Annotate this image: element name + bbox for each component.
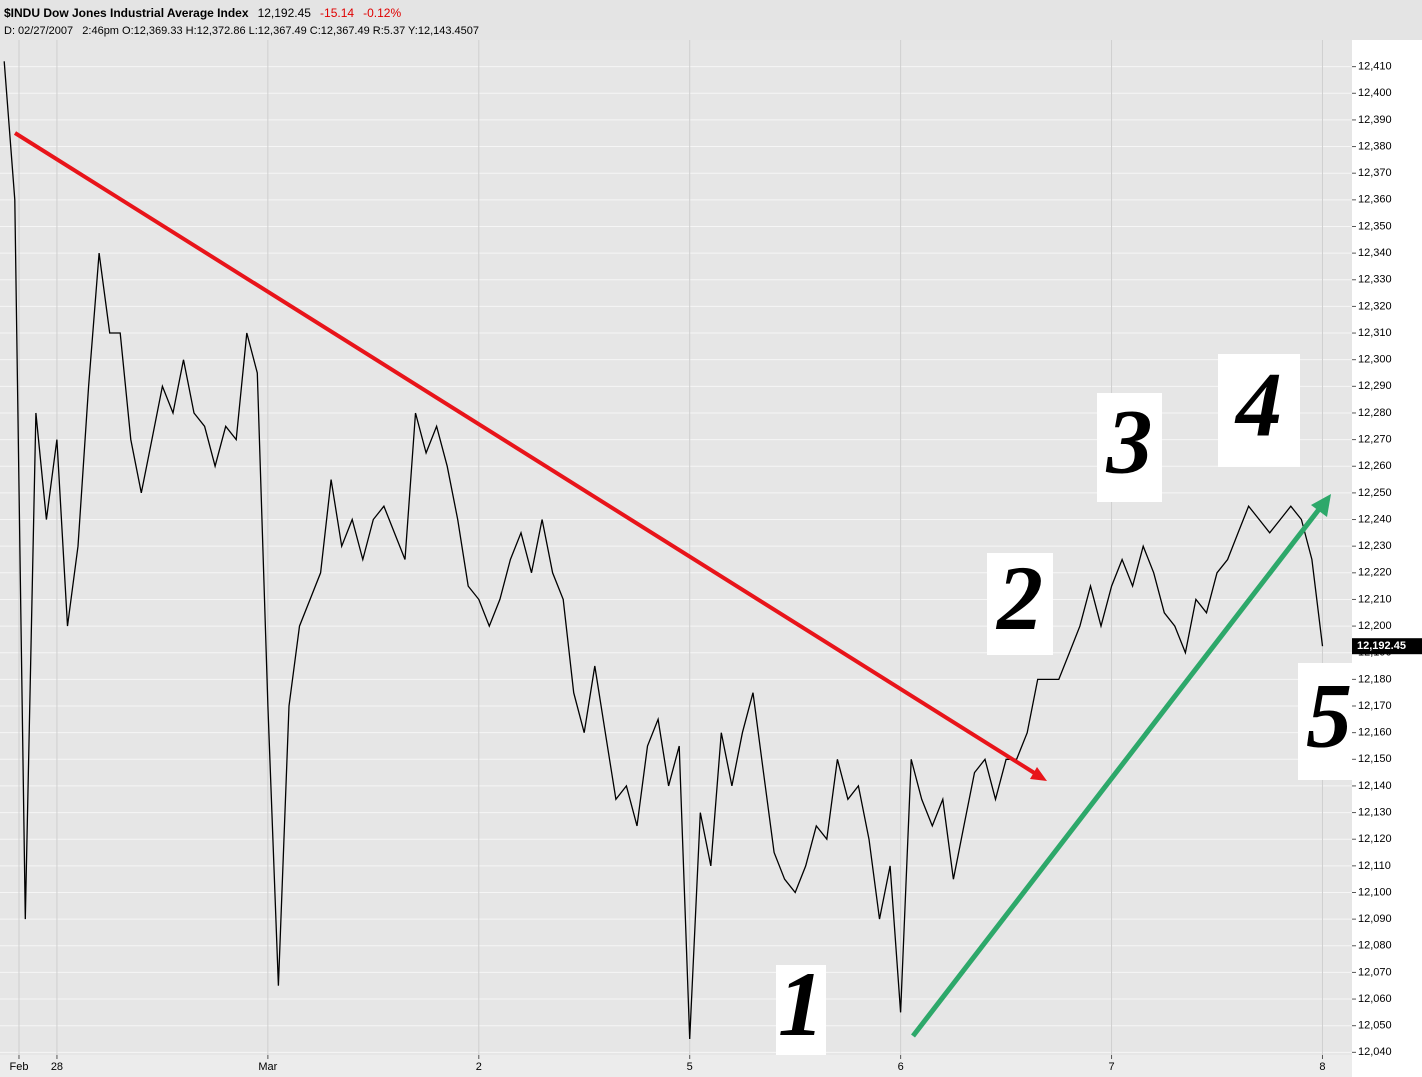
y-tick-label: 12,320: [1358, 300, 1392, 312]
y-tick-label: 12,120: [1358, 833, 1392, 845]
annotation-box: [987, 553, 1053, 655]
price-change: -15.14: [320, 6, 354, 20]
annotation-number: 4: [1234, 354, 1282, 456]
annotation-box: [1218, 354, 1300, 467]
annotation-box: [1298, 663, 1360, 780]
y-tick-label: 12,370: [1358, 167, 1392, 179]
y-tick-label: 12,410: [1358, 61, 1392, 73]
header-bar: [0, 0, 1422, 40]
y-tick-label: 12,110: [1358, 860, 1391, 872]
y-tick-label: 12,310: [1358, 327, 1392, 339]
annotations: 1 23 4 5: [776, 354, 1360, 1055]
y-tick-label: 12,160: [1358, 727, 1392, 739]
annotation-box: [776, 965, 826, 1055]
x-tick-label: 2: [476, 1061, 482, 1073]
y-tick-label: 12,090: [1358, 913, 1392, 925]
y-tick-label: 12,250: [1358, 487, 1392, 499]
y-tick-label: 12,220: [1358, 567, 1392, 579]
green-arrowhead: [1311, 494, 1331, 517]
y-tick-label: 12,130: [1358, 806, 1392, 818]
y-tick-label: 12,210: [1358, 593, 1392, 605]
x-axis-area: [0, 1055, 1352, 1077]
y-tick-label: 12,150: [1358, 753, 1392, 765]
x-tick-label: Mar: [258, 1061, 277, 1073]
plot: [3, 61, 1324, 1040]
last-price: 12,192.45: [258, 6, 312, 20]
y-tick-label: 12,050: [1358, 1020, 1392, 1032]
price-change-pct: -0.12%: [363, 6, 401, 20]
y-tick-label: 12,100: [1358, 886, 1392, 898]
x-tick-label: Feb: [9, 1061, 28, 1073]
y-tick-label: 12,230: [1358, 540, 1392, 552]
x-tick-label: 8: [1319, 1061, 1325, 1073]
y-tick-label: 12,300: [1358, 354, 1392, 366]
y-tick-label: 12,350: [1358, 220, 1392, 232]
y-tick-label: 12,080: [1358, 940, 1392, 952]
green-trendline: [911, 506, 1322, 1038]
last-price-box: [1352, 638, 1422, 655]
price-line: [3, 61, 1324, 1040]
last-price-label: 12,192.45: [1357, 640, 1406, 652]
y-tick-label: 12,040: [1358, 1046, 1392, 1058]
y-tick-label: 12,070: [1358, 966, 1392, 978]
x-tick-label: 7: [1108, 1061, 1114, 1073]
y-tick-label: 12,280: [1358, 407, 1392, 419]
y-tick-label: 12,060: [1358, 993, 1392, 1005]
y-tick-label: 12,180: [1358, 673, 1392, 685]
x-tick-label: 5: [687, 1061, 693, 1073]
x-tick-label: 28: [51, 1061, 63, 1073]
y-tick-label: 12,290: [1358, 380, 1392, 392]
annotation-box: [1097, 393, 1162, 502]
red-trendline: [13, 131, 1038, 776]
annotation-number: 1: [778, 953, 824, 1055]
y-tick-label: 12,170: [1358, 700, 1392, 712]
red-arrowhead: [1030, 767, 1047, 781]
y-tick-label: 12,380: [1358, 140, 1392, 152]
y-tick-label: 12,360: [1358, 194, 1392, 206]
x-tick-label: 6: [898, 1061, 904, 1073]
y-tick-label: 12,260: [1358, 460, 1392, 472]
axes: 12,040 12,050 12,060 12,070 12,080 12,090 12,1…: [9, 61, 1422, 1073]
bar-info: D: 02/27/2007 2:46pm O:12,369.33 H:12,37…: [4, 25, 479, 37]
y-tick-label: 12,240: [1358, 513, 1392, 525]
grid: [0, 40, 1352, 1055]
annotation-number: 3: [1106, 391, 1153, 493]
y-tick-label: 12,340: [1358, 247, 1392, 259]
annotation-number: 2: [995, 547, 1043, 649]
y-tick-label: 12,270: [1358, 434, 1392, 446]
y-tick-label: 12,200: [1358, 620, 1392, 632]
y-tick-label: 12,330: [1358, 274, 1392, 286]
header-line: $INDU Dow Jones Industrial Average Index…: [4, 6, 401, 20]
annotation-number: 5: [1306, 665, 1352, 767]
y-axis-area: [1352, 40, 1422, 1077]
chart-title: $INDU Dow Jones Industrial Average Index: [4, 6, 249, 20]
y-tick-label: 12,140: [1358, 780, 1392, 792]
y-tick-label: 12,390: [1358, 114, 1392, 126]
y-tick-label: 12,400: [1358, 87, 1392, 99]
